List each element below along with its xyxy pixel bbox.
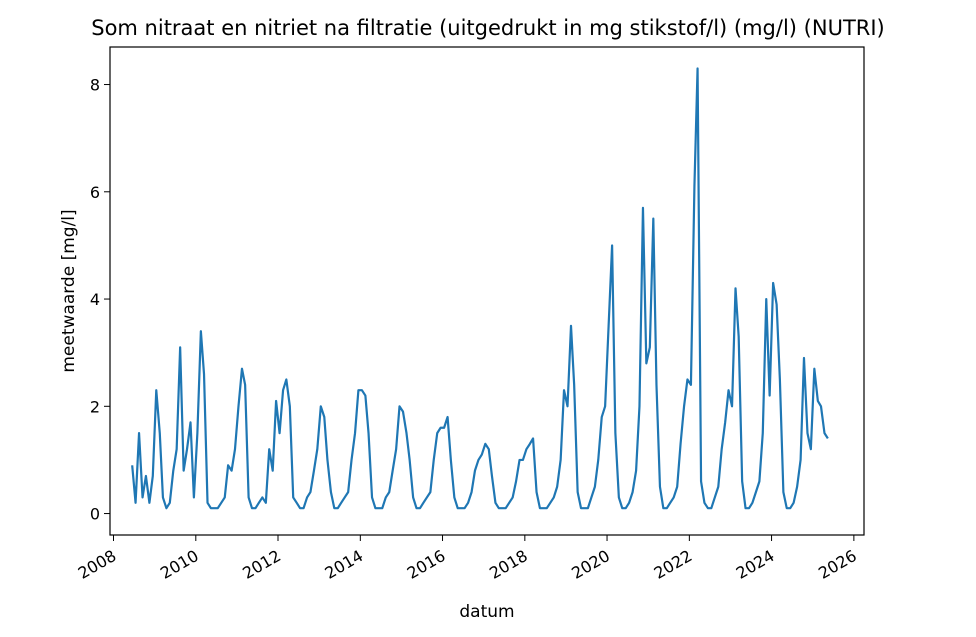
x-tick-label: 2012 [239, 546, 284, 583]
x-axis: 2008 2010 2012 2014 2016 2018 2020 2022 2024 2026 [75, 535, 860, 583]
series-layer [131, 67, 829, 510]
x-axis-label: datum [459, 602, 514, 622]
y-tick-label: 2 [90, 397, 100, 416]
y-tick-label: 6 [90, 183, 100, 202]
y-axis-label: meetwaarde [mg/l] [59, 209, 79, 372]
x-tick-label: 2024 [733, 546, 778, 583]
x-tick-label: 2008 [75, 546, 120, 583]
y-tick-label: 0 [90, 505, 100, 524]
x-tick-label: 2018 [486, 546, 531, 583]
series-line [131, 67, 829, 510]
x-tick-label: 2026 [815, 546, 860, 583]
plot-frame [109, 46, 865, 536]
x-tick-label: 2020 [568, 546, 613, 583]
x-tick-label: 2014 [322, 546, 367, 583]
y-axis: 0 2 4 6 8 [90, 76, 110, 524]
y-tick-label: 4 [90, 290, 100, 309]
chart-title: Som nitraat en nitriet na filtratie (uit… [91, 16, 885, 40]
y-tick-label: 8 [90, 76, 100, 95]
x-tick-label: 2022 [651, 546, 696, 583]
x-tick-label: 2016 [404, 546, 449, 583]
x-tick-label: 2010 [157, 546, 202, 583]
